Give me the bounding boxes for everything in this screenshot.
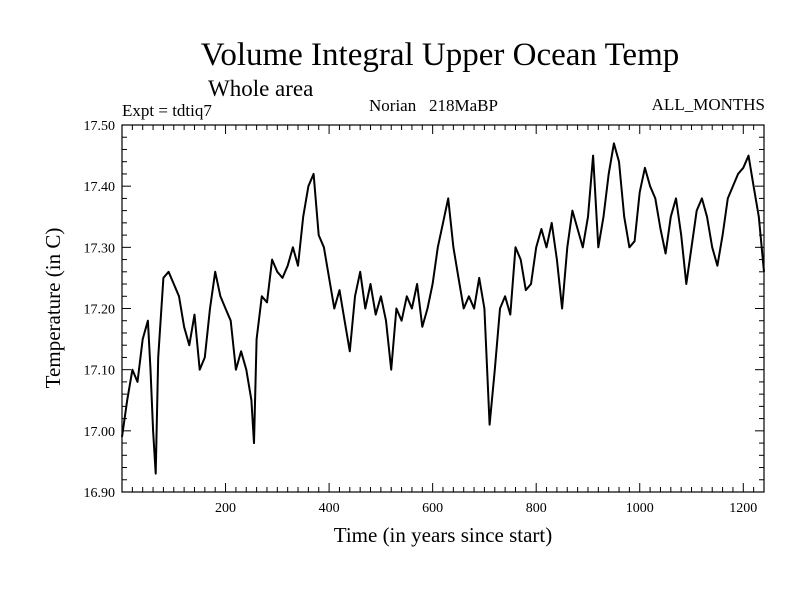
y-axis-label: Temperature (in C) [41,228,65,389]
x-axis-ticks [131,125,755,492]
y-tick-label: 17.50 [84,119,116,134]
chart-title: Volume Integral Upper Ocean Temp [201,37,679,73]
y-tick-label: 17.10 [84,364,116,379]
y-tick-label: 17.20 [84,303,116,318]
x-tick-label: 600 [422,501,443,516]
y-tick-label: 17.30 [84,241,116,256]
y-tick-label: 17.00 [84,425,116,440]
x-axis-label: Time (in years since start) [334,523,553,547]
expt-label: Expt = tdtiq7 [122,101,212,120]
run-label: Norian 218MaBP [369,96,498,115]
x-axis-tick-labels: 200 400 600 800 1000 1200 [215,501,757,516]
y-axis-ticks [122,136,764,481]
y-tick-label: 16.90 [84,486,116,501]
x-tick-label: 1200 [729,501,757,516]
series-line-0 [121,142,765,475]
series-layer [121,142,765,475]
x-tick-label: 200 [215,501,236,516]
x-tick-label: 1000 [626,501,654,516]
y-axis-tick-labels: 16.90 17.00 17.10 17.20 17.30 17.40 17.50 [84,119,116,501]
y-tick-label: 17.40 [84,180,116,195]
x-tick-label: 400 [319,501,340,516]
x-tick-label: 800 [526,501,547,516]
plot-frame [121,124,765,493]
chart-subtitle: Whole area [208,76,313,101]
months-label: ALL_MONTHS [652,95,765,114]
